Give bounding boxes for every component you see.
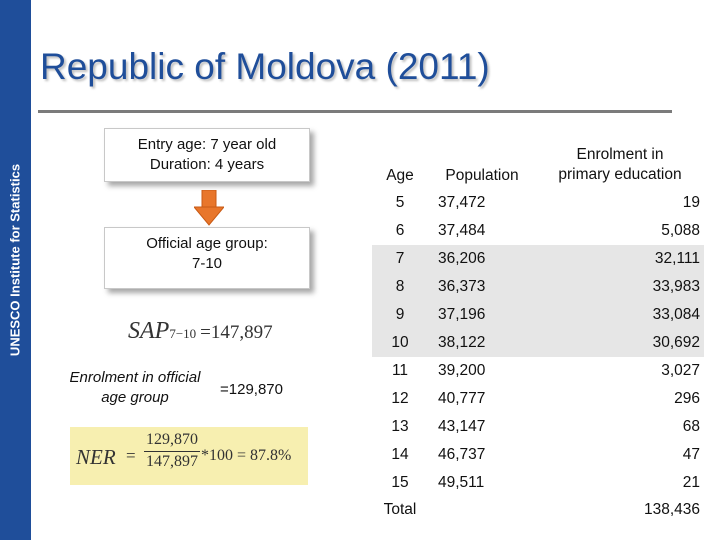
table-row: 6 37,484 5,088	[372, 217, 704, 245]
header-enrolment: Enrolment in primary education	[536, 127, 704, 189]
official-age-group-label: Official age group:	[146, 235, 268, 252]
table-row: 7 36,206 32,111	[372, 245, 704, 273]
cell-population: 43,147	[438, 418, 486, 435]
duration-text: Duration: 4 years	[149, 156, 265, 173]
cell-enrolment: 5,088	[661, 222, 700, 239]
cell-age: 7	[372, 245, 428, 273]
header-age: Age	[386, 167, 414, 184]
cell-population: 40,777	[438, 390, 486, 407]
cell-age: 9	[372, 301, 428, 329]
table-row: 12 40,777 296	[372, 385, 704, 413]
enrolment-label-line1: Enrolment in official	[69, 369, 201, 386]
cell-enrolment: 32,111	[536, 245, 704, 273]
official-age-group-range: 7-10	[191, 255, 223, 272]
table-row: 14 46,737 47	[372, 441, 704, 469]
cell-enrolment: 47	[682, 446, 700, 463]
header-enrolment-line1: Enrolment in	[576, 146, 664, 163]
cell-population: 46,737	[438, 446, 486, 463]
cell-population: 37,484	[438, 222, 486, 239]
cell-age: 11	[391, 362, 409, 379]
cell-population: 37,196	[428, 301, 536, 329]
ner-fraction: 129,870 147,897	[144, 431, 200, 471]
cell-enrolment: 30,692	[536, 329, 704, 357]
table-row: 13 43,147 68	[372, 413, 704, 441]
ner-formula: NER = 129,870 147,897 *100 = 87.8%	[70, 427, 308, 485]
total-enrolment: 138,436	[643, 501, 700, 518]
cell-enrolment: 33,084	[536, 301, 704, 329]
cell-age: 6	[395, 222, 405, 239]
entry-age-box: Entry age: 7 year old Duration: 4 years	[104, 128, 310, 182]
table-header-row: Age Population Enrolment in primary educ…	[372, 127, 704, 189]
title-divider	[38, 110, 672, 113]
ner-numerator: 129,870	[146, 431, 198, 448]
cell-age: 10	[372, 329, 428, 357]
cell-enrolment: 33,983	[536, 273, 704, 301]
sidebar-label: UNESCO Institute for Statistics	[7, 163, 23, 357]
cell-population: 38,122	[428, 329, 536, 357]
sidebar: UNESCO Institute for Statistics	[0, 0, 31, 540]
cell-age: 14	[391, 446, 409, 463]
cell-population: 36,373	[428, 273, 536, 301]
cell-enrolment: 3,027	[661, 362, 700, 379]
cell-population: 36,206	[428, 245, 536, 273]
cell-age: 13	[391, 418, 409, 435]
cell-age: 5	[395, 194, 405, 211]
cell-age: 12	[391, 390, 409, 407]
ner-symbol: NER	[76, 445, 116, 469]
sap-formula: SAP7−10 =147,897	[128, 318, 273, 345]
sap-subscript: 7−10	[169, 326, 197, 341]
table-total-row: Total 138,436	[372, 497, 704, 523]
page-title: Republic of Moldova (2011)	[40, 46, 490, 87]
cell-age: 15	[391, 474, 409, 491]
enrolment-official-label: Enrolment in official age group	[50, 368, 220, 408]
cell-population: 49,511	[438, 474, 485, 491]
enrolment-label-line2: age group	[101, 389, 169, 406]
ner-result: *100 = 87.8%	[201, 447, 292, 464]
sap-symbol: SAP	[128, 318, 170, 344]
cell-enrolment: 68	[682, 418, 700, 435]
cell-enrolment: 296	[674, 390, 700, 407]
down-arrow-icon	[194, 190, 224, 226]
header-population: Population	[445, 167, 519, 184]
table-row: 11 39,200 3,027	[372, 357, 704, 385]
cell-age: 8	[372, 273, 428, 301]
total-population	[428, 497, 536, 523]
cell-enrolment: 19	[682, 194, 700, 211]
cell-population: 37,472	[438, 194, 486, 211]
ner-denominator: 147,897	[146, 453, 198, 470]
header-enrolment-line2: primary education	[558, 166, 682, 183]
population-enrolment-table: Age Population Enrolment in primary educ…	[372, 127, 704, 523]
table-row: 15 49,511 21	[372, 469, 704, 497]
enrolment-official-value: =129,870	[220, 381, 283, 398]
official-age-group-box: Official age group: 7-10	[104, 227, 310, 289]
ner-equals: =	[126, 446, 136, 465]
table-row: 8 36,373 33,983	[372, 273, 704, 301]
sap-value: =147,897	[200, 322, 273, 343]
cell-enrolment: 21	[682, 474, 700, 491]
table-row: 9 37,196 33,084	[372, 301, 704, 329]
cell-population: 39,200	[438, 362, 486, 379]
table-row: 5 37,472 19	[372, 189, 704, 217]
fraction-bar	[144, 451, 200, 452]
entry-age-text: Entry age: 7 year old	[137, 136, 277, 153]
total-label: Total	[383, 501, 417, 518]
table-row: 10 38,122 30,692	[372, 329, 704, 357]
